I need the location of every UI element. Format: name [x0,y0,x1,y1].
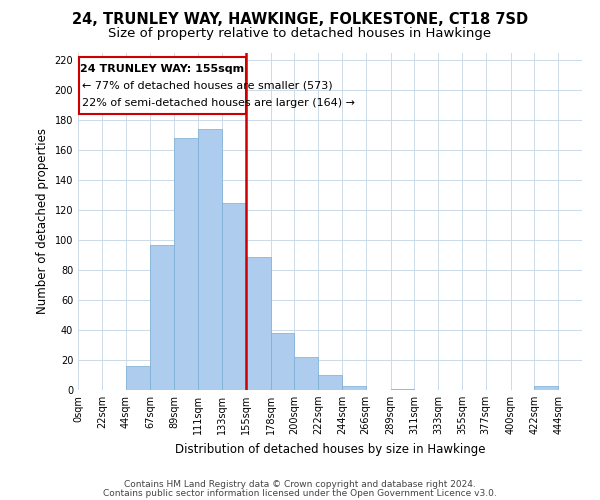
Bar [391,388,415,390]
Y-axis label: Number of detached properties: Number of detached properties [36,128,49,314]
Text: Contains public sector information licensed under the Open Government Licence v3: Contains public sector information licen… [103,488,497,498]
Bar [535,386,558,390]
Bar [271,333,295,390]
Text: 24 TRUNLEY WAY: 155sqm: 24 TRUNLEY WAY: 155sqm [80,64,244,74]
Text: 24, TRUNLEY WAY, HAWKINGE, FOLKESTONE, CT18 7SD: 24, TRUNLEY WAY, HAWKINGE, FOLKESTONE, C… [72,12,528,28]
Text: 22% of semi-detached houses are larger (164) →: 22% of semi-detached houses are larger (… [82,98,355,108]
Bar [125,366,151,390]
Bar [174,138,198,390]
Text: Size of property relative to detached houses in Hawkinge: Size of property relative to detached ho… [109,28,491,40]
Bar [151,244,174,390]
FancyBboxPatch shape [79,57,245,114]
X-axis label: Distribution of detached houses by size in Hawkinge: Distribution of detached houses by size … [175,442,485,456]
Bar [245,256,271,390]
Bar [318,375,342,390]
Bar [342,386,365,390]
Bar [222,202,245,390]
Text: Contains HM Land Registry data © Crown copyright and database right 2024.: Contains HM Land Registry data © Crown c… [124,480,476,489]
Bar [295,357,318,390]
Text: ← 77% of detached houses are smaller (573): ← 77% of detached houses are smaller (57… [82,81,333,91]
Bar [198,129,222,390]
